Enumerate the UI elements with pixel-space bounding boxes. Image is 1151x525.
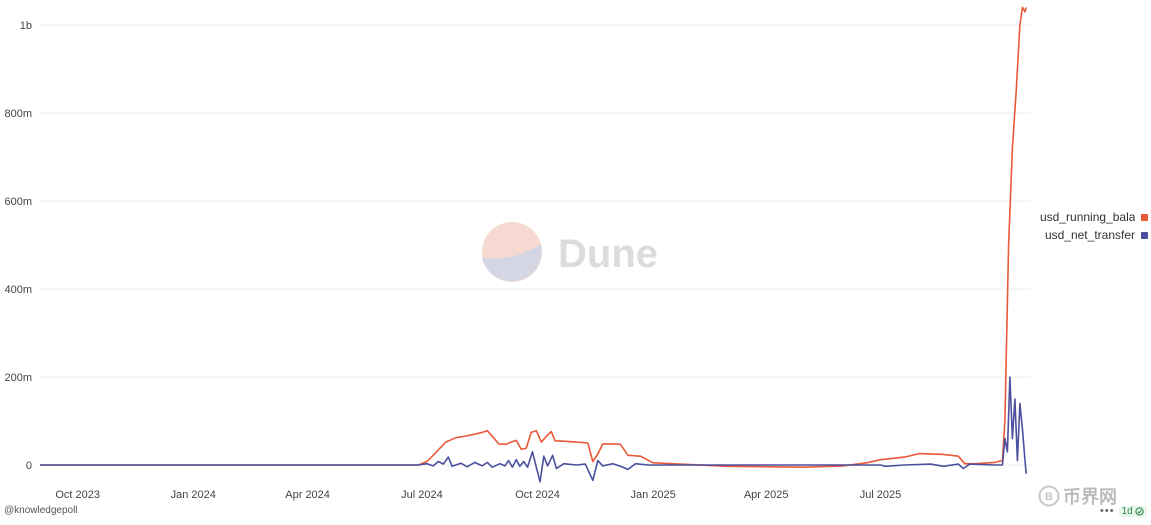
x-tick-label: Oct 2024 [515,489,560,501]
x-tick-label: Apr 2024 [285,489,330,501]
site-watermark-text: 币界网 [1063,487,1117,507]
author-credit[interactable]: @knowledgepoll [4,505,78,516]
x-tick-label: Jan 2025 [630,489,675,501]
y-tick-label: 0 [26,460,32,472]
legend-label: usd_net_transfer [1044,228,1135,242]
y-tick-label: 1b [20,20,32,32]
y-tick-label: 800m [4,108,32,120]
x-tick-label: Jul 2024 [401,489,443,501]
svg-text:B: B [1045,491,1053,503]
dune-watermark-text: Dune [558,232,658,276]
y-tick-label: 400m [4,284,32,296]
series-line-running-balance [40,6,1027,468]
y-tick-label: 600m [4,196,32,208]
legend-item-net-transfer[interactable]: usd_net_transfer [1040,226,1148,244]
check-circle-icon [1135,506,1144,516]
x-tick-label: Jul 2025 [860,489,902,501]
interval-badge[interactable]: 1d [1118,505,1147,517]
legend-label: usd_running_bala [1040,210,1135,224]
y-tick-label: 200m [4,372,32,384]
x-tick-label: Apr 2025 [744,489,789,501]
more-menu-icon[interactable]: ••• [1100,505,1115,517]
footer-controls: ••• 1d [1100,505,1147,517]
dune-logo-shade [482,244,542,282]
legend-swatch-net-transfer [1141,231,1148,239]
site-watermark: B 币界网 [1038,483,1117,509]
legend-swatch-running-balance [1141,213,1148,221]
interval-label: 1d [1121,505,1133,517]
x-tick-label: Oct 2023 [55,489,100,501]
coin-logo-icon: B [1038,485,1060,507]
x-tick-label: Jan 2024 [171,489,216,501]
legend: usd_running_bala usd_net_transfer [1040,208,1148,244]
dune-watermark: Dune [482,222,658,282]
legend-item-running-balance[interactable]: usd_running_bala [1040,208,1148,226]
series-line-net-transfer [40,376,1027,483]
